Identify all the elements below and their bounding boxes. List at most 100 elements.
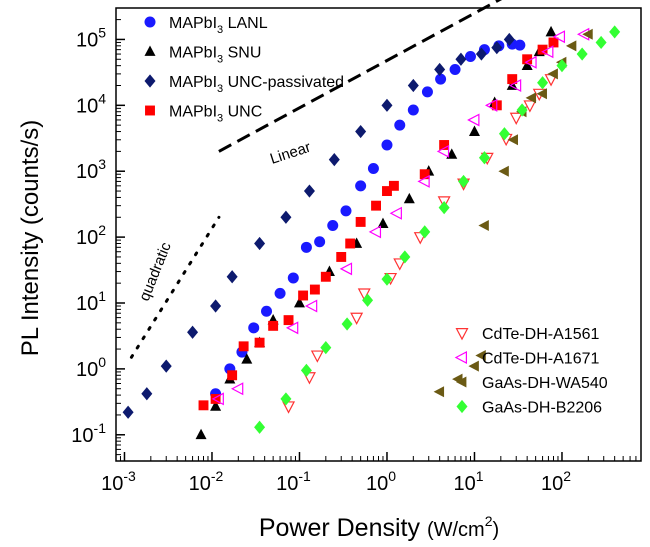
data-point [438,201,450,215]
data-point [339,262,353,276]
legend-marker [145,105,155,116]
legend-label: MAPbI3 UNC [169,104,262,125]
series-3 [198,37,559,411]
data-point [238,341,249,352]
data-point [357,288,371,301]
data-point [524,55,537,69]
data-point [388,180,399,191]
data-point [582,28,593,40]
legend-label: MAPbI3 SNU [169,45,261,66]
data-point [548,37,559,48]
data-point [609,25,621,39]
data-point [468,125,480,136]
y-tick-label: 103 [76,156,106,183]
data-point [449,63,461,75]
legend-label: MAPbI3 UNC-passivated [169,74,344,95]
data-point [464,51,476,63]
data-point [210,393,221,404]
data-point [552,30,566,44]
data-point [350,312,364,325]
series-layer [122,25,621,440]
legend-label: CdTe-DH-A1561 [482,326,599,343]
data-point [509,112,523,125]
legend-marker [144,45,156,56]
data-point [525,92,537,104]
reference-lines [129,0,503,359]
data-point [336,251,347,262]
data-point [498,165,509,177]
x-tick-label: 10-1 [276,468,311,495]
data-point [371,200,381,211]
data-point [285,321,299,335]
data-point [230,382,244,396]
data-point [523,100,537,113]
data-point [516,103,528,117]
y-tick-label: 10-1 [71,420,106,447]
x-tick-label: 10-3 [101,468,136,495]
data-point [498,127,510,141]
data-point [254,236,266,251]
data-point [355,216,366,227]
data-point [437,196,451,209]
data-point [536,88,547,100]
data-point [241,353,253,364]
x-tick-label: 10-2 [189,468,224,495]
data-point [298,290,309,301]
data-point [417,174,430,188]
data-point [433,386,445,398]
data-point [475,349,486,361]
series-2 [122,32,515,419]
y-tick-label: 102 [76,222,106,249]
data-point [355,180,367,192]
data-point [478,151,490,165]
data-point [310,350,324,363]
data-point [394,119,406,131]
x-tick-label: 102 [541,468,571,495]
data-point [508,78,522,92]
data-point [389,206,402,220]
data-point [327,220,339,232]
data-point [455,52,467,66]
data-point [503,32,515,47]
data-point [595,35,607,50]
data-point [436,144,450,158]
data-point [381,98,393,112]
data-point [537,44,548,55]
data-point [367,162,379,174]
data-point [280,210,292,224]
data-point [280,392,292,406]
legend-marker [455,376,467,388]
legend-label: MAPbI3 LANL [169,15,268,36]
data-point [341,317,353,331]
data-point [210,400,222,411]
legend-marker [454,351,467,364]
y-tick-label: 100 [76,354,106,381]
data-point [211,392,224,406]
data-point [227,370,238,381]
data-point [226,270,238,284]
data-point [403,192,415,204]
data-point [254,337,265,348]
data-point [419,225,431,239]
data-point [160,359,172,373]
legend-label: CdTe-DH-A1671 [482,351,599,368]
legend-marker [144,74,156,88]
legend-bottom-right: CdTe-DH-A1561 CdTe-DH-A1671 GaAs-DH-WA540 G… [454,326,608,417]
data-point [254,420,266,434]
data-point [340,205,352,217]
data-point [407,104,419,116]
annotation-quadratic: quadratic [136,239,175,303]
y-tick-label: 105 [76,24,106,51]
data-point [293,296,305,308]
data-point [377,217,389,229]
legend-marker [456,399,468,414]
x-axis-label: Power Density (W/cm2) [259,513,499,542]
data-point [522,54,533,65]
data-point [309,284,320,295]
data-point [195,428,207,440]
data-point [122,405,134,419]
legend-marker [144,16,156,28]
data-point [434,62,446,77]
data-point [320,341,332,355]
